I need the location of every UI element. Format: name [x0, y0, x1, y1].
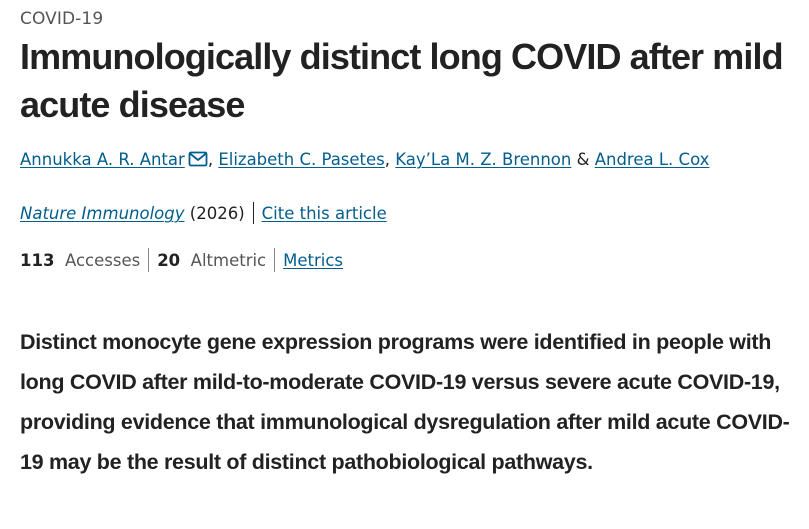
article-title: Immunologically distinct long COVID afte… [20, 36, 784, 125]
accesses-label: Accesses [64, 251, 141, 270]
author-list: Annukka A. R. Antar, Elizabeth C. Pasete… [20, 150, 709, 171]
journal-citation-line: Nature Immunology (2026) Cite this articl… [20, 202, 387, 224]
article-summary: Distinct monocyte gene expression progra… [20, 330, 790, 474]
altmetric-count: 20 [157, 251, 181, 270]
divider [148, 248, 150, 272]
cite-article-link[interactable]: Cite this article [261, 204, 387, 223]
publication-year: (2026) [189, 204, 245, 223]
author-separator: , [384, 150, 396, 169]
altmetric-label: Altmetric [190, 251, 267, 270]
subject-label: COVID-19 [20, 9, 104, 29]
divider [274, 248, 276, 272]
author-link-pasetes[interactable]: Elizabeth C. Pasetes [218, 150, 385, 169]
author-link-antar[interactable]: Annukka A. R. Antar [20, 150, 185, 169]
author-conjunction: & [571, 150, 595, 169]
mail-icon[interactable] [188, 151, 208, 171]
accesses-count: 113 [20, 251, 55, 270]
journal-link[interactable]: Nature Immunology [20, 204, 185, 223]
metrics-link[interactable]: Metrics [283, 251, 344, 270]
divider [252, 202, 254, 224]
author-link-cox[interactable]: Andrea L. Cox [594, 150, 710, 169]
author-separator: , [207, 150, 219, 169]
article-metrics: 113 Accesses 20 Altmetric Metrics [20, 248, 343, 272]
author-link-brennon[interactable]: Kay’La M. Z. Brennon [395, 150, 572, 169]
